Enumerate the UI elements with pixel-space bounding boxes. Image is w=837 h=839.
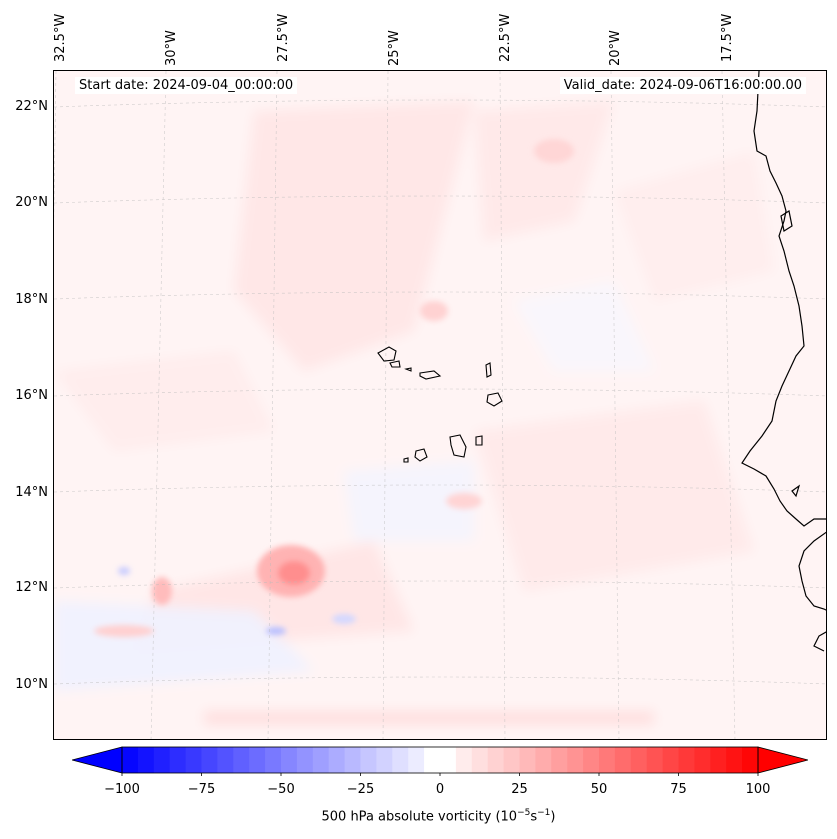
colorbar-segment [694,747,711,773]
lat-label-20n: 20°N [15,195,48,210]
lon-label-32-5w: 32.5°W [53,13,68,62]
colorbar-segment [344,747,361,773]
colorbar-segment [217,747,234,773]
colorbar-segment [281,747,298,773]
coastline-inlet [780,210,801,498]
vorticity-field [54,71,826,739]
colorbar [72,746,808,776]
cb-tick-label: 0 [435,782,445,797]
colorbar-segment [646,747,664,773]
lon-label-30w: 30°W [164,30,179,66]
cb-tick-label: −50 [267,782,295,797]
colorbar-segment [471,747,489,773]
colorbar-segment [424,747,441,773]
start-date-label: Start date: 2024-09-04_00:00:00 [75,77,298,94]
island-santa-luzia [404,367,412,372]
colorbar-segment [392,747,409,773]
colorbar-segment [583,747,600,773]
cape-verde-islands [377,346,503,463]
colorbar-label: 500 hPa absolute vorticity (10−5s−1) [0,808,837,824]
cb-label-prefix: 500 hPa absolute vorticity (10 [321,809,518,825]
island-maio [475,435,483,446]
colorbar-segment [296,747,314,773]
lat-label-16n: 16°N [15,388,48,403]
colorbar-segment [122,747,139,773]
cb-label-mid: s [530,809,538,825]
colorbar-segment [487,747,505,773]
colorbar-segment [455,747,473,773]
colorbar-segment [440,747,457,773]
colorbar-segment [742,747,759,773]
colorbar-segments [122,747,759,773]
colorbar-segment [710,747,727,773]
lat-label-18n: 18°N [15,292,48,307]
colorbar-segment [376,747,393,773]
lon-label-22-5w: 22.5°W [498,13,513,62]
cb-label-exp2: −1 [537,808,551,818]
cb-tick-label: 50 [590,782,608,797]
lon-label-20w: 20°W [608,30,623,66]
colorbar-segment [153,747,171,773]
cb-tick-label: 25 [511,782,528,797]
colorbar-segment [662,747,679,773]
cb-label-exp1: −5 [517,808,531,818]
island-sao-nicolau [419,370,442,380]
map-gridlines [54,71,826,739]
colorbar-segment [614,747,632,773]
colorbar-segment [726,747,743,773]
cb-tick-label: −100 [104,782,140,797]
lat-label-10n: 10°N [15,677,48,692]
colorbar-segment [503,747,520,773]
cb-tick-label: 75 [670,782,687,797]
vorticity-maxima [94,139,574,637]
colorbar-segment [312,747,330,773]
map-canvas [54,71,826,739]
island-sal [485,362,492,378]
lat-label-22n: 22°N [15,99,48,114]
colorbar-segment [185,747,202,773]
colorbar-segment [551,747,568,773]
island-sao-vicente [389,360,401,368]
colorbar-segment [630,747,648,773]
island-brava [403,457,409,463]
island-boa-vista [486,392,503,407]
colorbar-segment [201,747,218,773]
colorbar-ticks [121,773,759,776]
colorbar-segment [360,747,377,773]
cb-tick-label: −25 [346,782,375,797]
colorbar-segment [519,747,536,773]
coastline-africa [741,71,826,652]
colorbar-segment [408,747,425,773]
colorbar-segment [678,747,695,773]
lon-label-25w: 25°W [387,30,402,66]
lat-label-14n: 14°N [15,485,48,500]
island-fogo [414,448,428,462]
island-santo-antao [377,346,397,362]
colorbar-segment [328,747,346,773]
valid-date-label: Valid_date: 2024-09-06T16:00:00.00 [559,77,806,94]
colorbar-segment [249,747,266,773]
lon-label-27-5w: 27.5°W [276,13,291,62]
colorbar-segment [137,747,155,773]
island-santiago [449,434,467,458]
colorbar-segment [599,747,616,773]
cb-label-suffix: ) [550,809,556,825]
cb-tick-label: −75 [187,782,216,797]
colorbar-segment [265,747,282,773]
lon-label-17-5w: 17.5°W [720,13,735,62]
colorbar-extend-low [72,746,123,774]
vorticity-map[interactable] [53,70,827,740]
colorbar-segment [567,747,584,773]
colorbar-segment [233,747,250,773]
colorbar-segment [535,747,552,773]
lat-label-12n: 12°N [15,580,48,595]
colorbar-segment [169,747,187,773]
colorbar-extend-high [757,746,808,774]
cb-tick-label: 100 [745,782,771,797]
